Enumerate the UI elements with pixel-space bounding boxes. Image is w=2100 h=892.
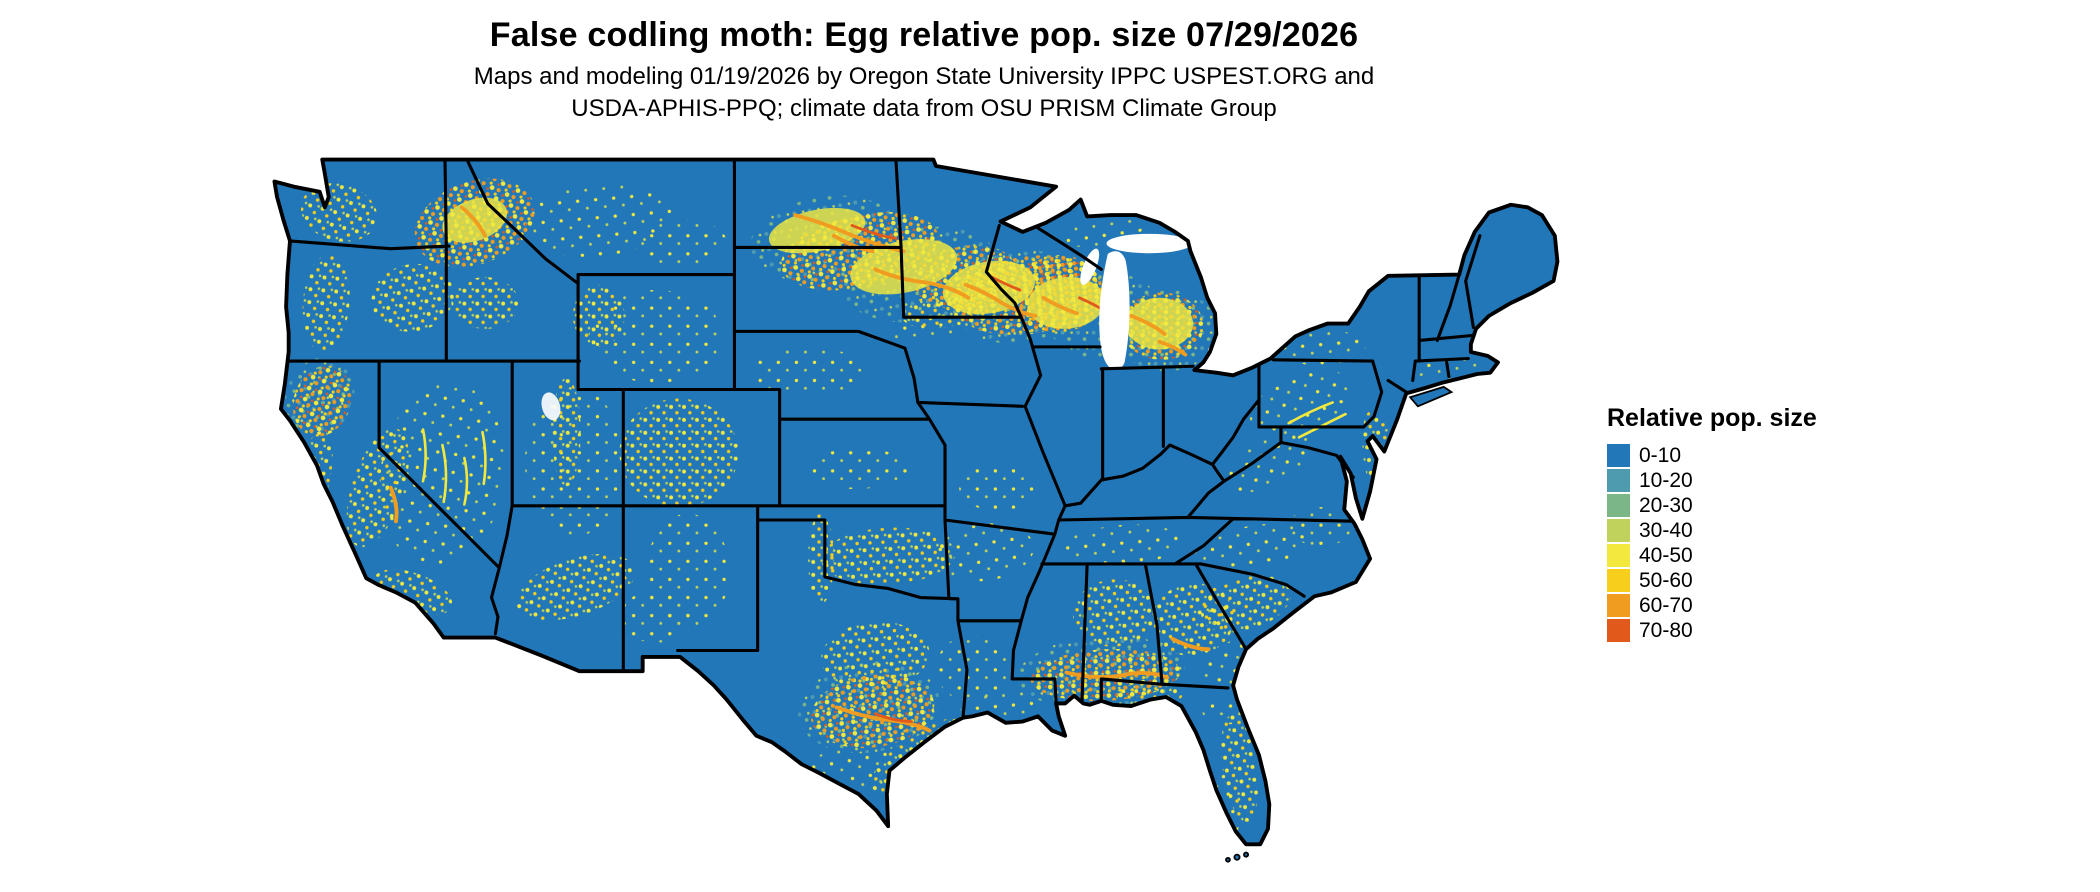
legend-label: 40-50 — [1639, 544, 1693, 567]
legend-swatch — [1607, 469, 1630, 492]
legend-item: 0-10 — [1607, 443, 1817, 468]
hot-cores — [442, 197, 1194, 350]
ridge-streaks — [421, 401, 1347, 506]
legend-label: 30-40 — [1639, 519, 1693, 542]
legend-item: 40-50 — [1607, 543, 1817, 568]
legend-label: 70-80 — [1639, 619, 1693, 642]
legend-label: 10-20 — [1639, 469, 1693, 492]
florida-keys — [1225, 851, 1250, 863]
usa-map — [272, 157, 1560, 863]
lake-michigan — [1099, 251, 1130, 370]
legend-item: 10-20 — [1607, 468, 1817, 493]
legend-swatch — [1607, 544, 1630, 567]
medium-speckle — [293, 183, 1396, 822]
legend-label: 0-10 — [1639, 444, 1682, 467]
legend-swatch — [1607, 619, 1630, 642]
legend-item: 50-60 — [1607, 568, 1817, 593]
legend-label: 60-70 — [1639, 594, 1693, 617]
figure-subtitle-line2: USDA-APHIS-PPQ; climate data from OSU PR… — [571, 95, 1277, 123]
usa-map-container — [268, 156, 1560, 884]
straits-of-mackinac — [1106, 233, 1192, 254]
legend-swatch — [1607, 519, 1630, 542]
legend-title: Relative pop. size — [1607, 404, 1817, 432]
legend-item: 60-70 — [1607, 593, 1817, 618]
legend-item: 20-30 — [1607, 493, 1817, 518]
figure-title: False codling moth: Egg relative pop. si… — [489, 16, 1359, 54]
long-island — [1408, 385, 1454, 408]
figure-subtitle-line1: Maps and modeling 01/19/2026 by Oregon S… — [473, 63, 1375, 90]
legend-item: 70-80 — [1607, 618, 1817, 643]
legend-swatch — [1607, 569, 1630, 592]
figure-header: False codling moth: Egg relative pop. si… — [0, 16, 1848, 126]
legend-label: 50-60 — [1639, 569, 1693, 592]
green-bay — [1080, 248, 1100, 285]
state-borders — [283, 159, 1482, 720]
legend-item: 30-40 — [1607, 518, 1817, 543]
legend-swatch — [1607, 594, 1630, 617]
map-legend: Relative pop. size 0-10 10-20 20-30 30-4… — [1607, 404, 1817, 643]
legend-swatch — [1607, 494, 1630, 517]
great-salt-lake — [541, 392, 561, 421]
legend-label: 20-30 — [1639, 494, 1693, 517]
legend-swatch — [1607, 444, 1630, 467]
